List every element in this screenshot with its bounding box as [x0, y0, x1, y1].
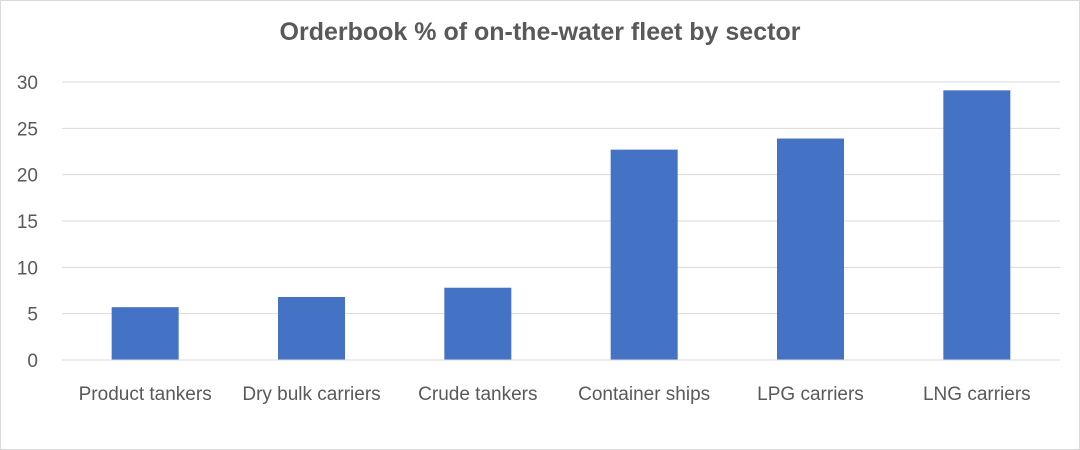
y-axis-tick-labels: 0 5 10 15 20 25 30	[17, 73, 38, 372]
y-tick-label: 25	[17, 119, 38, 140]
x-category-label: LNG carriers	[923, 384, 1031, 405]
x-category-label: Dry bulk carriers	[242, 384, 380, 405]
bar	[111, 307, 179, 360]
x-axis-category-labels: Product tankers Dry bulk carriers Crude ta…	[79, 384, 1031, 405]
y-tick-label: 5	[27, 305, 38, 326]
x-category-label: Crude tankers	[418, 384, 537, 405]
x-category-label: Container ships	[578, 384, 710, 405]
bars	[111, 90, 1011, 360]
bar	[610, 149, 678, 360]
y-tick-label: 15	[17, 212, 38, 233]
y-tick-label: 10	[17, 258, 38, 279]
y-tick-label: 0	[27, 351, 38, 372]
y-tick-label: 30	[17, 73, 38, 94]
y-tick-label: 20	[17, 166, 38, 187]
x-category-label: Product tankers	[79, 384, 212, 405]
bar	[777, 138, 844, 360]
bar	[444, 287, 512, 360]
bar	[943, 90, 1011, 360]
bar	[278, 296, 345, 360]
x-category-label: LPG carriers	[757, 384, 864, 405]
chart-title: Orderbook % of on-the-water fleet by sec…	[279, 18, 801, 46]
gridlines	[62, 81, 1060, 315]
